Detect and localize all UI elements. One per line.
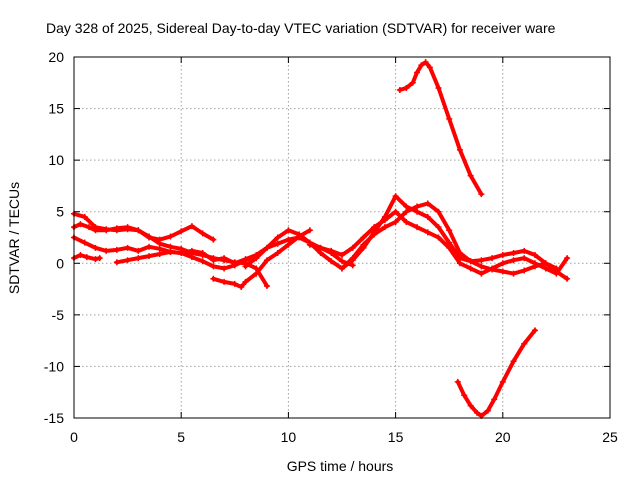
y-tick-label: 0 [56,255,64,271]
series-arc-2 [72,222,269,288]
plot-frame [73,56,611,419]
series-markers-arc-11 [454,327,538,419]
series-markers-arc-1 [71,210,217,243]
x-axis-label: GPS time / hours [287,458,394,474]
y-tick-label: 15 [48,101,64,117]
y-tick-label: 20 [48,49,64,65]
axis-ticks [73,56,611,419]
series-arc-10 [397,60,484,197]
x-tick-labels: 0 5 10 15 20 25 [70,429,618,445]
y-tick-label: 10 [48,152,64,168]
y-axis-label: SDTVAR / TECUs [6,182,22,294]
series-markers-arc-5 [113,248,260,272]
y-tick-label: 5 [56,204,64,220]
x-tick-label: 15 [388,429,404,445]
y-tick-label: -5 [52,307,65,323]
x-tick-label: 10 [281,429,297,445]
x-tick-label: 25 [602,429,618,445]
series-markers-arc-8 [306,208,571,277]
series-markers-arc-9 [339,200,560,277]
y-tick-labels: 20 15 10 5 0 -5 -10 -15 [44,49,64,426]
data-series [71,59,571,419]
x-tick-label: 5 [177,429,185,445]
series-markers-arc-10 [396,59,485,198]
y-tick-label: -15 [44,410,64,426]
x-tick-label: 0 [70,429,78,445]
chart-title: Day 328 of 2025, Sidereal Day-to-day VTE… [46,20,556,36]
y-tick-label: -10 [44,358,64,374]
x-tick-label: 20 [495,429,511,445]
